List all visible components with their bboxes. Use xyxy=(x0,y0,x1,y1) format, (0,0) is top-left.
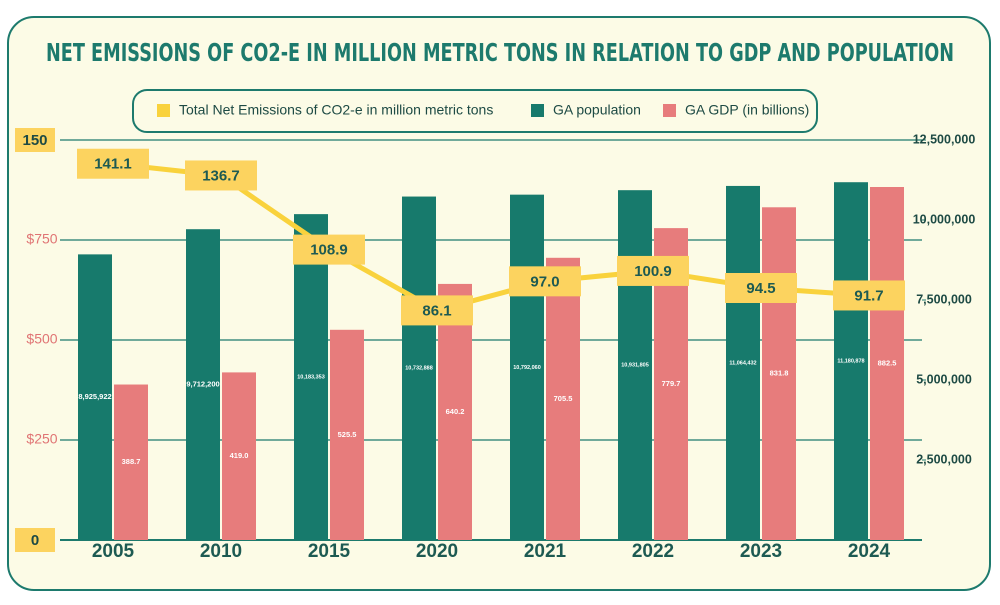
bar-value-label: 10,732,888 xyxy=(405,366,433,372)
x-tick-label: 2015 xyxy=(308,541,351,562)
legend-swatch xyxy=(531,104,544,117)
legend-swatch xyxy=(663,104,676,117)
y2-tick-label: 5,000,000 xyxy=(916,372,972,386)
bar xyxy=(330,329,364,540)
bar-value-label: 11,180,878 xyxy=(837,359,864,365)
bar-value-label: 10,792,060 xyxy=(513,365,541,371)
y3-tick-label: $250 xyxy=(26,431,57,447)
point-label-box xyxy=(833,280,905,311)
bar xyxy=(402,196,436,540)
bar-value-label: 419.0 xyxy=(230,451,249,460)
y2-tick-label: 7,500,000 xyxy=(916,292,972,306)
y2-tick-label: 12,500,000 xyxy=(913,132,976,146)
legend-box xyxy=(132,89,818,133)
bar-value-label: 525.5 xyxy=(338,430,357,439)
bar-value-label: 8,925,922 xyxy=(78,392,111,401)
point-label: 91.7 xyxy=(854,287,883,304)
x-tick-label: 2020 xyxy=(416,541,458,562)
bar xyxy=(834,182,868,540)
point-label-box xyxy=(185,160,257,191)
y-tick-label: 150 xyxy=(22,132,47,149)
point-label: 97.0 xyxy=(530,273,559,290)
point-label: 141.1 xyxy=(94,156,132,173)
bar-value-label: 9,712,200 xyxy=(186,380,219,389)
point-label-box xyxy=(293,234,365,265)
point-label-box xyxy=(725,273,797,303)
bar xyxy=(186,229,220,540)
legend: Total Net Emissions of CO2-e in million … xyxy=(157,102,809,118)
x-tick-label: 2005 xyxy=(92,541,135,562)
bar xyxy=(870,187,904,540)
point-label: 86.1 xyxy=(422,302,451,319)
y2-tick-label: 10,000,000 xyxy=(913,212,976,226)
point-label: 108.9 xyxy=(310,242,348,259)
legend-label: Total Net Emissions of CO2-e in million … xyxy=(179,102,493,118)
y-tick-box xyxy=(15,528,55,552)
bar-value-label: 779.7 xyxy=(662,379,681,388)
y3-tick-label: $500 xyxy=(26,331,57,347)
x-tick-label: 2022 xyxy=(632,541,674,562)
y-tick-label: 0 xyxy=(31,532,39,549)
legend-swatch xyxy=(157,104,170,117)
bar-value-label: 10,183,353 xyxy=(297,375,325,381)
bar xyxy=(762,207,796,540)
bar-value-label: 10,931,805 xyxy=(621,363,649,369)
bar xyxy=(546,257,580,540)
point-label: 100.9 xyxy=(634,263,672,280)
bar xyxy=(438,283,472,540)
bar xyxy=(78,254,112,541)
bar-value-label: 705.5 xyxy=(554,394,573,403)
bar-value-label: 388.7 xyxy=(122,457,141,466)
bar-value-label: 882.5 xyxy=(878,358,897,367)
point-label: 136.7 xyxy=(202,167,240,184)
bar-value-label: 640.2 xyxy=(446,407,465,416)
bar xyxy=(114,384,148,540)
legend-label: GA population xyxy=(553,102,641,118)
point-label-box xyxy=(401,295,473,326)
x-tick-label: 2010 xyxy=(200,541,242,562)
bar xyxy=(510,194,544,540)
bar xyxy=(222,372,256,540)
bar-value-label: 831.8 xyxy=(770,369,789,378)
bar-value-label: 11,064,432 xyxy=(729,360,756,366)
y3-tick-label: $750 xyxy=(26,231,57,247)
point-label-box xyxy=(77,148,149,179)
point-label-box xyxy=(617,255,689,286)
y2-tick-label: 2,500,000 xyxy=(916,452,972,466)
legend-label: GA GDP (in billions) xyxy=(685,102,809,118)
bar xyxy=(618,190,652,540)
bar xyxy=(294,214,328,541)
point-label-box xyxy=(509,266,581,297)
point-label: 94.5 xyxy=(746,280,775,297)
y-tick-box xyxy=(15,128,55,152)
x-tick-label: 2024 xyxy=(848,541,891,562)
x-tick-label: 2021 xyxy=(524,541,567,562)
x-tick-label: 2023 xyxy=(740,541,782,562)
bar xyxy=(726,185,760,540)
chart-title: NET EMISSIONS OF CO2-E IN MILLION METRIC… xyxy=(46,38,954,67)
